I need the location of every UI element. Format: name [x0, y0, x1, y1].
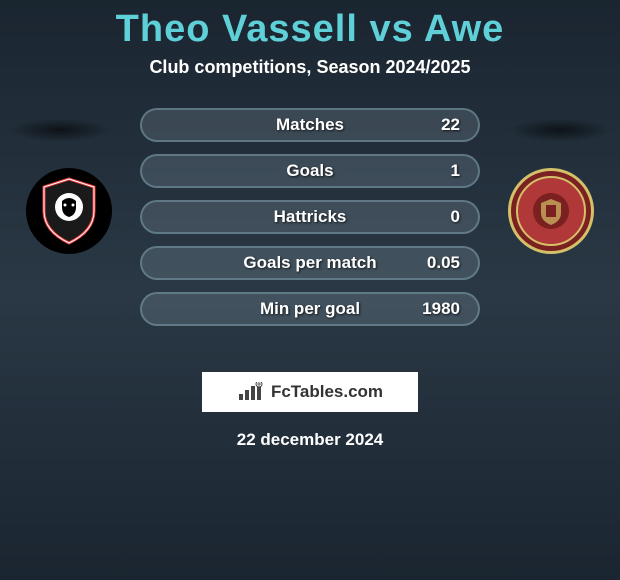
- logo-text: FcTables.com: [271, 382, 383, 402]
- stat-value: 1: [451, 161, 460, 181]
- bar-chart-icon: [237, 382, 265, 402]
- comparison-area: Matches 22 Goals 1 Hattricks 0 Goals per…: [0, 108, 620, 358]
- stat-label: Goals per match: [243, 253, 376, 273]
- fctables-logo[interactable]: FcTables.com: [202, 372, 418, 412]
- crest-inner: [516, 176, 586, 246]
- shield-lion-icon: [40, 177, 98, 245]
- stat-row-matches: Matches 22: [140, 108, 480, 142]
- stat-row-goals-per-match: Goals per match 0.05: [140, 246, 480, 280]
- date-text: 22 december 2024: [0, 430, 620, 450]
- shadow-right: [508, 118, 612, 142]
- stat-row-hattricks: Hattricks 0: [140, 200, 480, 234]
- stat-label: Min per goal: [260, 299, 360, 319]
- stat-label: Hattricks: [274, 207, 347, 227]
- team-badge-right: [508, 168, 594, 254]
- stat-row-goals: Goals 1: [140, 154, 480, 188]
- stat-value: 0: [451, 207, 460, 227]
- stat-label: Goals: [286, 161, 333, 181]
- team-badge-left: [26, 168, 112, 254]
- crest-icon: [531, 191, 571, 231]
- stat-value: 0.05: [427, 253, 460, 273]
- stat-row-min-per-goal: Min per goal 1980: [140, 292, 480, 326]
- subtitle: Club competitions, Season 2024/2025: [0, 57, 620, 78]
- stats-column: Matches 22 Goals 1 Hattricks 0 Goals per…: [140, 108, 480, 338]
- stat-value: 1980: [422, 299, 460, 319]
- shadow-left: [8, 118, 112, 142]
- stat-value: 22: [441, 115, 460, 135]
- page-title: Theo Vassell vs Awe: [0, 0, 620, 51]
- stat-label: Matches: [276, 115, 344, 135]
